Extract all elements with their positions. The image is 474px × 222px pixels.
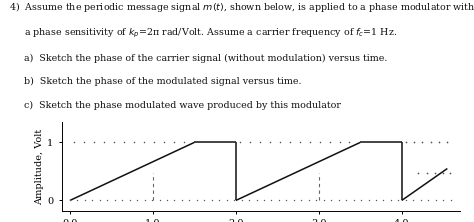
Text: 4)  Assume the periodic message signal $m(t)$, shown below, is applied to a phas: 4) Assume the periodic message signal $m… bbox=[9, 0, 474, 14]
Text: b)  Sketch the phase of the modulated signal versus time.: b) Sketch the phase of the modulated sig… bbox=[9, 77, 302, 86]
Text: a phase sensitivity of $k_p$=2π rad/Volt. Assume a carrier frequency of $f_c$=1 : a phase sensitivity of $k_p$=2π rad/Volt… bbox=[9, 27, 398, 40]
Text: c)  Sketch the phase modulated wave produced by this modulator: c) Sketch the phase modulated wave produ… bbox=[9, 100, 341, 110]
Y-axis label: Amplitude, Volt: Amplitude, Volt bbox=[35, 128, 44, 205]
Text: a)  Sketch the phase of the carrier signal (without modulation) versus time.: a) Sketch the phase of the carrier signa… bbox=[9, 54, 388, 63]
